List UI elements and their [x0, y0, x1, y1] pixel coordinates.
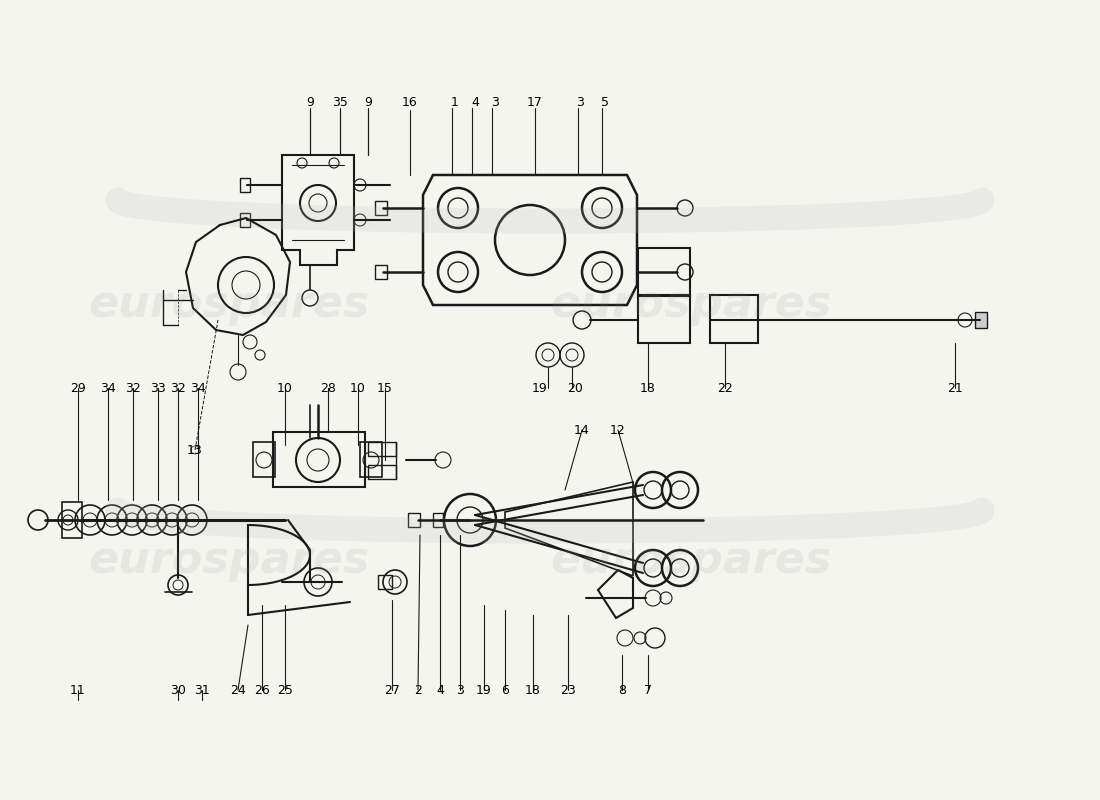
Text: 3: 3 [576, 95, 584, 109]
Text: 32: 32 [125, 382, 141, 394]
Bar [638, 248, 690, 296]
Text: 4: 4 [471, 95, 478, 109]
Text: 4: 4 [436, 683, 444, 697]
Text: 22: 22 [717, 382, 733, 394]
Text: 28: 28 [320, 382, 336, 394]
Text: 7: 7 [644, 683, 652, 697]
Text: 14: 14 [574, 423, 590, 437]
Text: 16: 16 [403, 95, 418, 109]
Text: 34: 34 [100, 382, 116, 394]
Text: eurospares: eurospares [550, 538, 832, 582]
Text: 11: 11 [70, 683, 86, 697]
Text: 25: 25 [277, 683, 293, 697]
Text: eurospares: eurospares [88, 538, 370, 582]
Text: 17: 17 [527, 95, 543, 109]
Bar [253, 442, 275, 477]
Bar [368, 442, 396, 456]
Text: eurospares: eurospares [550, 282, 832, 326]
Text: 30: 30 [170, 683, 186, 697]
Text: 35: 35 [332, 95, 348, 109]
Text: eurospares: eurospares [88, 282, 370, 326]
Bar [433, 513, 443, 527]
Bar [240, 213, 250, 227]
Bar [975, 312, 987, 328]
Text: 5: 5 [601, 95, 609, 109]
Text: 24: 24 [230, 683, 246, 697]
Bar [710, 295, 758, 343]
Bar [375, 265, 387, 279]
Text: 9: 9 [364, 95, 372, 109]
Text: 26: 26 [254, 683, 270, 697]
Text: 18: 18 [525, 683, 541, 697]
Text: 10: 10 [277, 382, 293, 394]
Text: 29: 29 [70, 382, 86, 394]
Text: 1: 1 [451, 95, 459, 109]
Bar [408, 513, 420, 527]
Text: 20: 20 [568, 382, 583, 394]
Text: 33: 33 [150, 382, 166, 394]
Text: 19: 19 [476, 683, 492, 697]
Bar [273, 432, 365, 487]
Text: 27: 27 [384, 683, 400, 697]
Text: 12: 12 [610, 423, 626, 437]
Bar [368, 465, 396, 479]
Text: 15: 15 [377, 382, 393, 394]
Bar [375, 201, 387, 215]
Text: 13: 13 [187, 443, 202, 457]
Text: 34: 34 [190, 382, 206, 394]
Text: 6: 6 [502, 683, 509, 697]
Text: 3: 3 [491, 95, 499, 109]
Text: 10: 10 [350, 382, 366, 394]
Text: 31: 31 [194, 683, 210, 697]
Text: 21: 21 [947, 382, 962, 394]
Text: 19: 19 [532, 382, 548, 394]
Text: 18: 18 [640, 382, 656, 394]
Text: 2: 2 [414, 683, 422, 697]
Text: 3: 3 [456, 683, 464, 697]
Text: 32: 32 [170, 382, 186, 394]
Bar [378, 575, 392, 589]
Text: 23: 23 [560, 683, 576, 697]
Bar [638, 295, 690, 343]
Bar [240, 178, 250, 192]
Text: 9: 9 [306, 95, 313, 109]
Text: 8: 8 [618, 683, 626, 697]
Bar [360, 442, 382, 477]
